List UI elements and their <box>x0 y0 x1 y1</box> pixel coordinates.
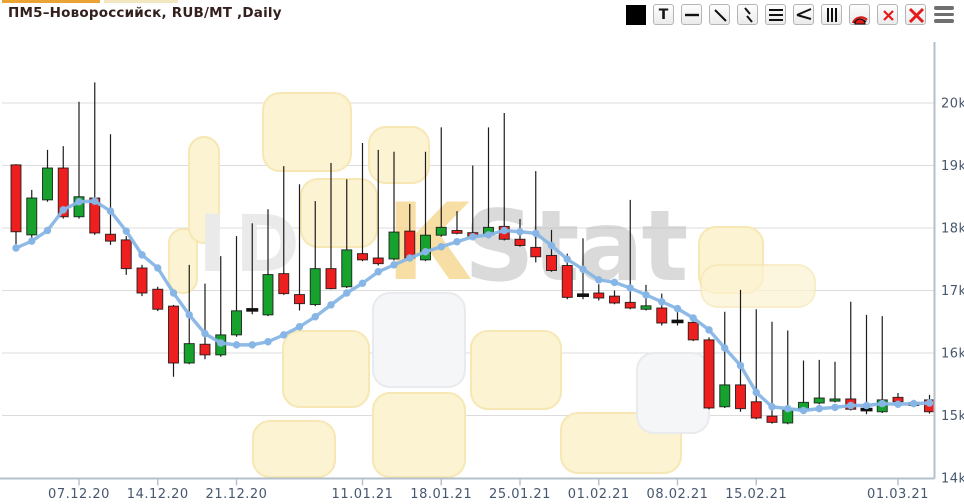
svg-text:01.03.21: 01.03.21 <box>867 487 929 502</box>
svg-text:15.02.21: 15.02.21 <box>725 487 787 502</box>
svg-text:16k: 16k <box>941 347 964 362</box>
svg-text:18k: 18k <box>941 222 964 237</box>
svg-text:18.01.21: 18.01.21 <box>410 487 472 502</box>
svg-text:07.12.20: 07.12.20 <box>48 487 110 502</box>
svg-text:14.12.20: 14.12.20 <box>127 487 189 502</box>
vertical-lines-tool-icon[interactable] <box>821 4 842 25</box>
fib-arcs-tool-icon[interactable] <box>849 4 870 25</box>
svg-text:25.01.21: 25.01.21 <box>489 487 551 502</box>
text-tool-icon[interactable]: T <box>653 4 674 25</box>
header: ПМ5–Новороссийск, RUB/MT ,Daily T <box>0 0 964 42</box>
delete-tool-icon[interactable] <box>877 4 898 25</box>
text-tool-glyph: T <box>658 6 669 23</box>
top-strip-orange <box>2 0 100 3</box>
svg-text:21.12.20: 21.12.20 <box>206 487 268 502</box>
svg-text:08.02.21: 08.02.21 <box>647 487 709 502</box>
svg-text:17k: 17k <box>941 284 964 299</box>
fan-lines-tool-icon[interactable] <box>793 4 814 25</box>
svg-text:11.01.21: 11.01.21 <box>332 487 394 502</box>
parallel-lines-tool-icon[interactable] <box>737 4 758 25</box>
delete-all-tool-icon[interactable] <box>905 4 926 25</box>
chart-title: ПМ5–Новороссийск, RUB/MT ,Daily <box>8 5 282 21</box>
horizontal-line-tool-icon[interactable] <box>681 4 702 25</box>
svg-text:19k: 19k <box>941 159 964 174</box>
fill-color-swatch-icon[interactable] <box>625 4 646 25</box>
top-strip-yellow <box>104 0 178 3</box>
fib-retracement-tool-icon[interactable] <box>765 4 786 25</box>
menu-icon[interactable] <box>933 4 954 25</box>
svg-text:14k: 14k <box>941 472 964 487</box>
trendline-tool-icon[interactable] <box>709 4 730 25</box>
svg-text:01.02.21: 01.02.21 <box>568 487 630 502</box>
svg-text:20k: 20k <box>941 97 964 112</box>
svg-text:15k: 15k <box>941 409 964 424</box>
drawing-toolbar: T <box>625 4 954 25</box>
